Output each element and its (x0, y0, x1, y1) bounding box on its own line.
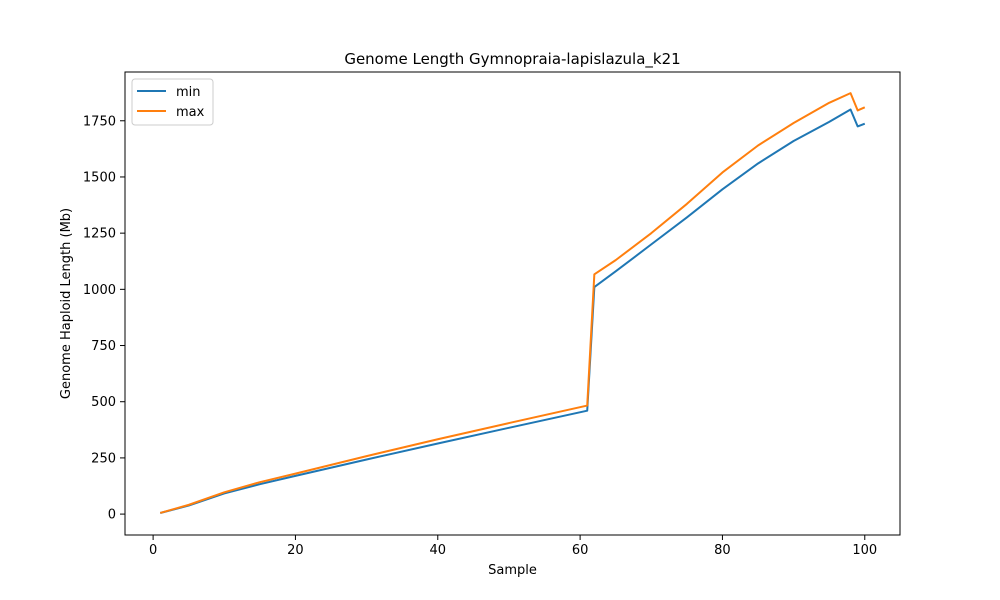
legend-label-min: min (176, 85, 201, 100)
series-line-min (159, 108, 866, 514)
legend: min max (131, 78, 214, 126)
series-line-max (159, 92, 866, 514)
x-tick-label: 40 (430, 543, 447, 558)
plot-frame (124, 71, 901, 536)
plot-area (125, 72, 900, 535)
y-tick-label: 750 (91, 339, 116, 354)
x-tick-label: 100 (852, 543, 877, 558)
x-tick-label: 80 (714, 543, 731, 558)
y-tick-label: 1500 (83, 170, 116, 185)
x-tick-label: 20 (287, 543, 304, 558)
y-tick-label: 1000 (83, 283, 116, 298)
y-tick-label: 1750 (83, 114, 116, 129)
y-tick-label: 0 (108, 508, 116, 523)
x-tick-label: 60 (572, 543, 589, 558)
y-tick-label: 500 (91, 395, 116, 410)
series-layer (159, 92, 866, 514)
y-axis-ticks: 0 250 500 750 1000 1250 1500 1750 (83, 114, 125, 523)
y-tick-label: 250 (91, 451, 116, 466)
x-axis-ticks: 0 20 40 60 80 100 (149, 535, 877, 558)
chart-title: Genome Length Gymnopraia-lapislazula_k21 (344, 50, 680, 69)
x-tick-label: 0 (149, 543, 157, 558)
y-axis-label: Genome Haploid Length (Mb) (59, 208, 74, 399)
x-axis-label: Sample (488, 563, 537, 578)
y-tick-label: 1250 (83, 227, 116, 242)
legend-label-max: max (176, 105, 205, 120)
